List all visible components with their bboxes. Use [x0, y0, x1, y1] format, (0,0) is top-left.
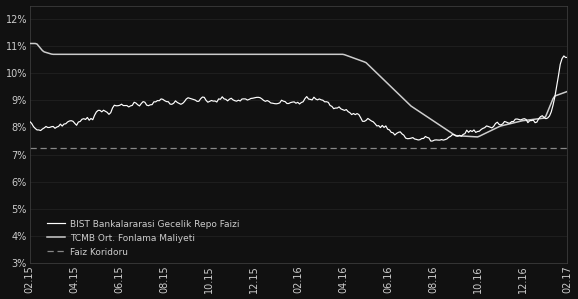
BIST Bankalararasi Gecelik Repo Faizi: [27, 120, 34, 123]
Faiz Koridoru: [346, 146, 353, 150]
BIST Bankalararasi Gecelik Repo Faizi: [344, 110, 351, 113]
BIST Bankalararasi Gecelik Repo Faizi: [28, 122, 35, 125]
Faiz Koridoru: [564, 146, 571, 150]
Legend: BIST Bankalararasi Gecelik Repo Faizi, TCMB Ort. Fonlama Maliyeti, Faiz Koridoru: BIST Bankalararasi Gecelik Repo Faizi, T…: [45, 218, 242, 258]
Faiz Koridoru: [480, 146, 487, 150]
Faiz Koridoru: [27, 146, 34, 150]
Line: BIST Bankalararasi Gecelik Repo Faizi: BIST Bankalararasi Gecelik Repo Faizi: [30, 56, 568, 141]
Line: TCMB Ort. Fonlama Maliyeti: TCMB Ort. Fonlama Maliyeti: [30, 43, 568, 137]
BIST Bankalararasi Gecelik Repo Faizi: [564, 56, 571, 59]
TCMB Ort. Fonlama Maliyeti: [346, 55, 353, 58]
BIST Bankalararasi Gecelik Repo Faizi: [427, 139, 434, 143]
BIST Bankalararasi Gecelik Repo Faizi: [346, 111, 353, 115]
TCMB Ort. Fonlama Maliyeti: [564, 90, 571, 93]
TCMB Ort. Fonlama Maliyeti: [516, 120, 523, 123]
TCMB Ort. Fonlama Maliyeti: [355, 58, 362, 62]
TCMB Ort. Fonlama Maliyeti: [27, 42, 34, 45]
TCMB Ort. Fonlama Maliyeti: [474, 135, 481, 139]
BIST Bankalararasi Gecelik Repo Faizi: [561, 54, 568, 58]
BIST Bankalararasi Gecelik Repo Faizi: [516, 118, 523, 121]
Faiz Koridoru: [514, 146, 521, 150]
Faiz Koridoru: [355, 146, 362, 150]
Faiz Koridoru: [28, 146, 35, 150]
TCMB Ort. Fonlama Maliyeti: [481, 132, 488, 135]
TCMB Ort. Fonlama Maliyeti: [344, 54, 351, 58]
BIST Bankalararasi Gecelik Repo Faizi: [481, 126, 488, 129]
TCMB Ort. Fonlama Maliyeti: [28, 42, 35, 45]
BIST Bankalararasi Gecelik Repo Faizi: [355, 113, 362, 116]
Faiz Koridoru: [344, 146, 351, 150]
